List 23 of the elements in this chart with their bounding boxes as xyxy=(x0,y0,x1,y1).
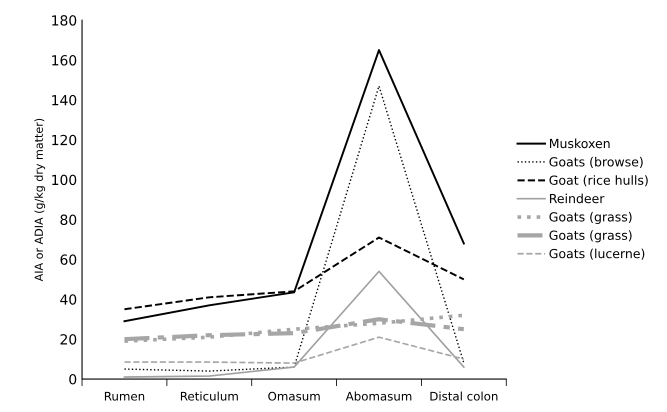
legend-label: Reindeer xyxy=(550,194,604,204)
legend-label: Goats (lucerne) xyxy=(549,248,644,260)
y-tick-label: 120 xyxy=(52,134,76,146)
x-tick-label: Distal colon xyxy=(430,392,498,401)
y-tick-label: 140 xyxy=(52,94,76,106)
y-tick-label: 20 xyxy=(60,334,76,345)
legend-label: Goats (grass) xyxy=(549,230,632,242)
x-tick-label: Rumen xyxy=(104,392,144,401)
legend-label: Goats (browse) xyxy=(549,156,643,168)
x-tick-label: Abomasum xyxy=(346,392,412,401)
y-axis-title: AIA or ADIA (g/kg dry matter) xyxy=(34,118,46,282)
y-tick-label: 0 xyxy=(69,374,76,385)
y-tick-label: 40 xyxy=(60,294,76,305)
y-tick-label: 80 xyxy=(60,214,76,226)
legend-label: Goat (rice hulls) xyxy=(549,175,648,186)
y-tick-label: 180 xyxy=(52,15,76,26)
y-tick-label: 100 xyxy=(52,174,76,186)
y-tick-label: 160 xyxy=(52,55,76,66)
x-tick-label: Omasum xyxy=(268,392,320,401)
legend-label: Muskoxen xyxy=(550,138,610,148)
legend-label: Goats (grass) xyxy=(549,212,632,224)
x-tick-label: Reticulum xyxy=(180,392,238,401)
y-tick-label: 60 xyxy=(60,254,76,265)
